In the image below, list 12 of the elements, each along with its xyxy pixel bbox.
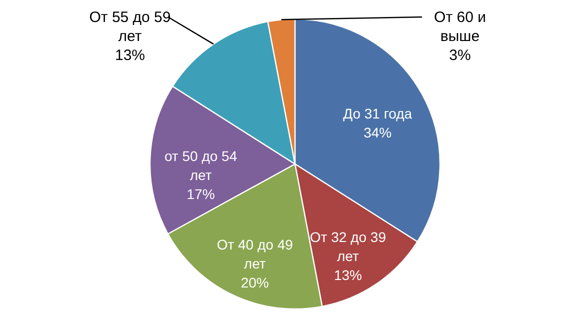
data-label: 20% [240,274,269,290]
slice-label: До 31 года [343,106,412,122]
slice-label: От 55 до 59 лет [89,9,171,45]
data-label: 13% [114,47,146,64]
data-label: 3% [449,47,471,64]
data-label: 13% [334,266,362,283]
data-label: 17% [186,186,215,202]
data-label: 34% [364,124,392,141]
slice-label: От 60 и выше [434,9,486,45]
slice-label: От 40 до 49 лет [216,236,294,272]
slice-label: От 32 до 39 лет [310,228,386,264]
slice-label: от 50 до 54 лет [164,148,238,184]
